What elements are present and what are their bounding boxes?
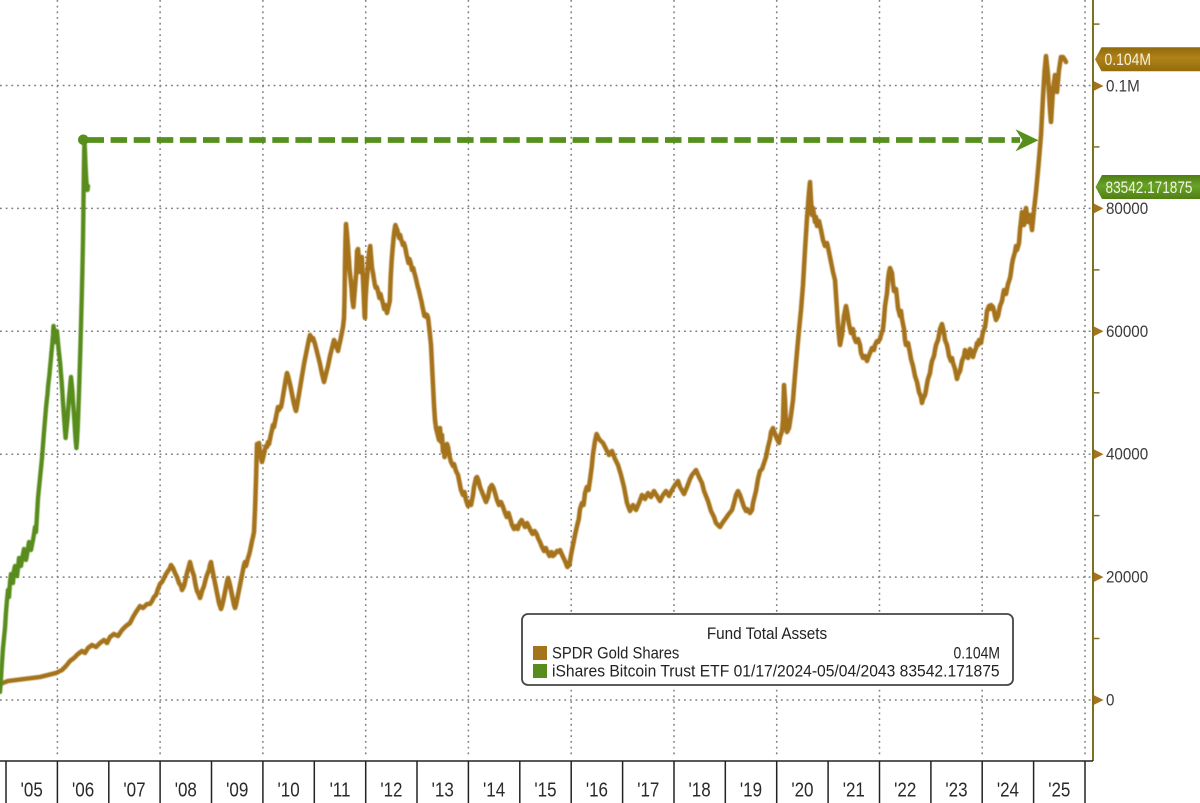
svg-text:'12: '12	[380, 778, 402, 801]
svg-text:SPDR Gold Shares: SPDR Gold Shares	[552, 645, 679, 663]
svg-text:60000: 60000	[1106, 323, 1148, 341]
svg-text:0: 0	[1106, 692, 1115, 710]
svg-text:40000: 40000	[1106, 446, 1148, 464]
svg-text:'05: '05	[21, 778, 43, 801]
svg-text:iShares Bitcoin Trust ETF 01/1: iShares Bitcoin Trust ETF 01/17/2024-05/…	[552, 662, 1000, 681]
svg-text:'10: '10	[278, 778, 300, 801]
svg-text:'19: '19	[740, 778, 762, 801]
svg-text:'21: '21	[843, 778, 865, 801]
svg-text:'20: '20	[791, 778, 813, 801]
svg-text:0.104M: 0.104M	[954, 644, 1000, 663]
svg-text:'13: '13	[432, 778, 454, 801]
svg-text:'08: '08	[175, 778, 197, 801]
svg-text:'11: '11	[330, 778, 351, 801]
svg-text:'17: '17	[637, 778, 659, 801]
svg-text:20000: 20000	[1106, 569, 1148, 587]
svg-text:'24: '24	[997, 778, 1019, 801]
svg-text:'23: '23	[945, 778, 967, 801]
svg-text:'25: '25	[1048, 778, 1070, 801]
svg-text:Fund Total Assets: Fund Total Assets	[707, 624, 827, 643]
svg-text:'14: '14	[483, 778, 505, 801]
svg-text:'18: '18	[689, 778, 711, 801]
svg-text:'09: '09	[226, 778, 248, 801]
svg-text:83542.171875: 83542.171875	[1106, 179, 1193, 197]
svg-text:'22: '22	[894, 778, 916, 801]
svg-text:0.1M: 0.1M	[1106, 78, 1140, 96]
svg-text:'16: '16	[586, 778, 608, 801]
svg-text:0.104M: 0.104M	[1105, 51, 1151, 70]
svg-text:'06: '06	[72, 778, 94, 801]
svg-text:80000: 80000	[1106, 200, 1148, 218]
svg-text:'15: '15	[534, 778, 556, 801]
svg-text:'07: '07	[123, 778, 145, 801]
